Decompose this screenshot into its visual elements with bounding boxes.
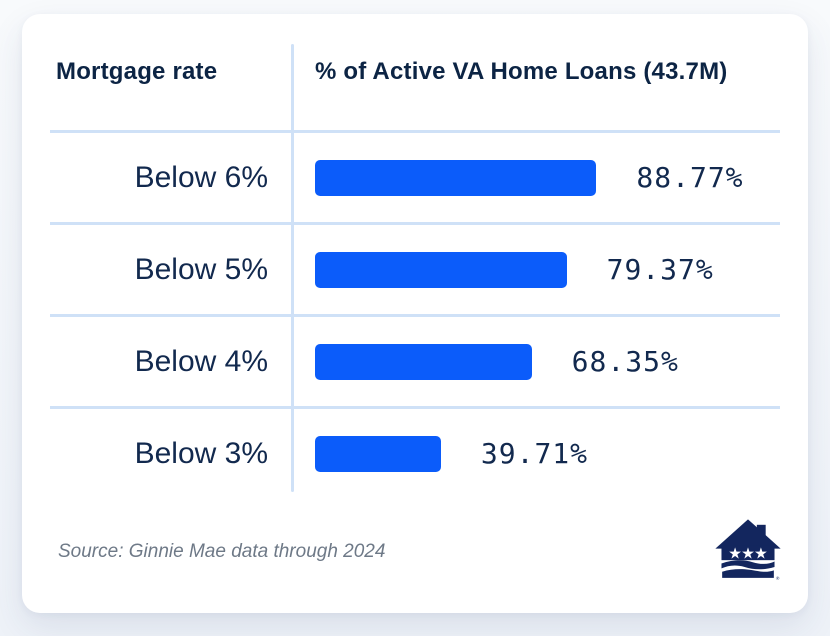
bar-cell: 39.71% (293, 435, 780, 472)
bar-cell: 79.37% (293, 251, 780, 288)
table-row: Below 6% 88.77% (50, 130, 780, 222)
card-footer: Source: Ginnie Mae data through 2024 (22, 501, 808, 613)
bar-value: 39.71% (480, 437, 589, 470)
row-label: Below 4% (134, 344, 268, 378)
table-row: Below 4% 68.35% (50, 314, 780, 406)
column-header-percent-active-loans: % of Active VA Home Loans (43.7M) (315, 58, 728, 85)
chart-card: Mortgage rate % of Active VA Home Loans … (22, 14, 808, 613)
bar-cell: 68.35% (293, 343, 780, 380)
table-row: Below 5% 79.37% (50, 222, 780, 314)
bar-value: 68.35% (571, 345, 679, 378)
source-note: Source: Ginnie Mae data through 2024 (58, 541, 386, 562)
bar-cell: 88.77% (293, 159, 780, 196)
column-divider (291, 44, 294, 492)
bar-value: 79.37% (606, 253, 714, 286)
table-header-row: Mortgage rate % of Active VA Home Loans … (50, 14, 780, 130)
bar-below-5 (315, 251, 567, 288)
row-label: Below 3% (134, 436, 268, 470)
row-label: Below 5% (134, 252, 268, 286)
bar-value: 88.77% (636, 161, 744, 194)
mortgage-rate-table: Mortgage rate % of Active VA Home Loans … (50, 14, 780, 498)
table-row: Below 3% 39.71% (50, 406, 780, 498)
bar-below-4 (315, 343, 532, 380)
bar-below-6 (315, 159, 597, 196)
column-header-mortgage-rate: Mortgage rate (56, 58, 218, 85)
bar-below-3 (315, 435, 441, 472)
registered-trademark-glyph: ® (776, 575, 780, 582)
row-label: Below 6% (134, 160, 268, 194)
veterans-united-house-flag-logo-icon: ® (714, 515, 782, 589)
